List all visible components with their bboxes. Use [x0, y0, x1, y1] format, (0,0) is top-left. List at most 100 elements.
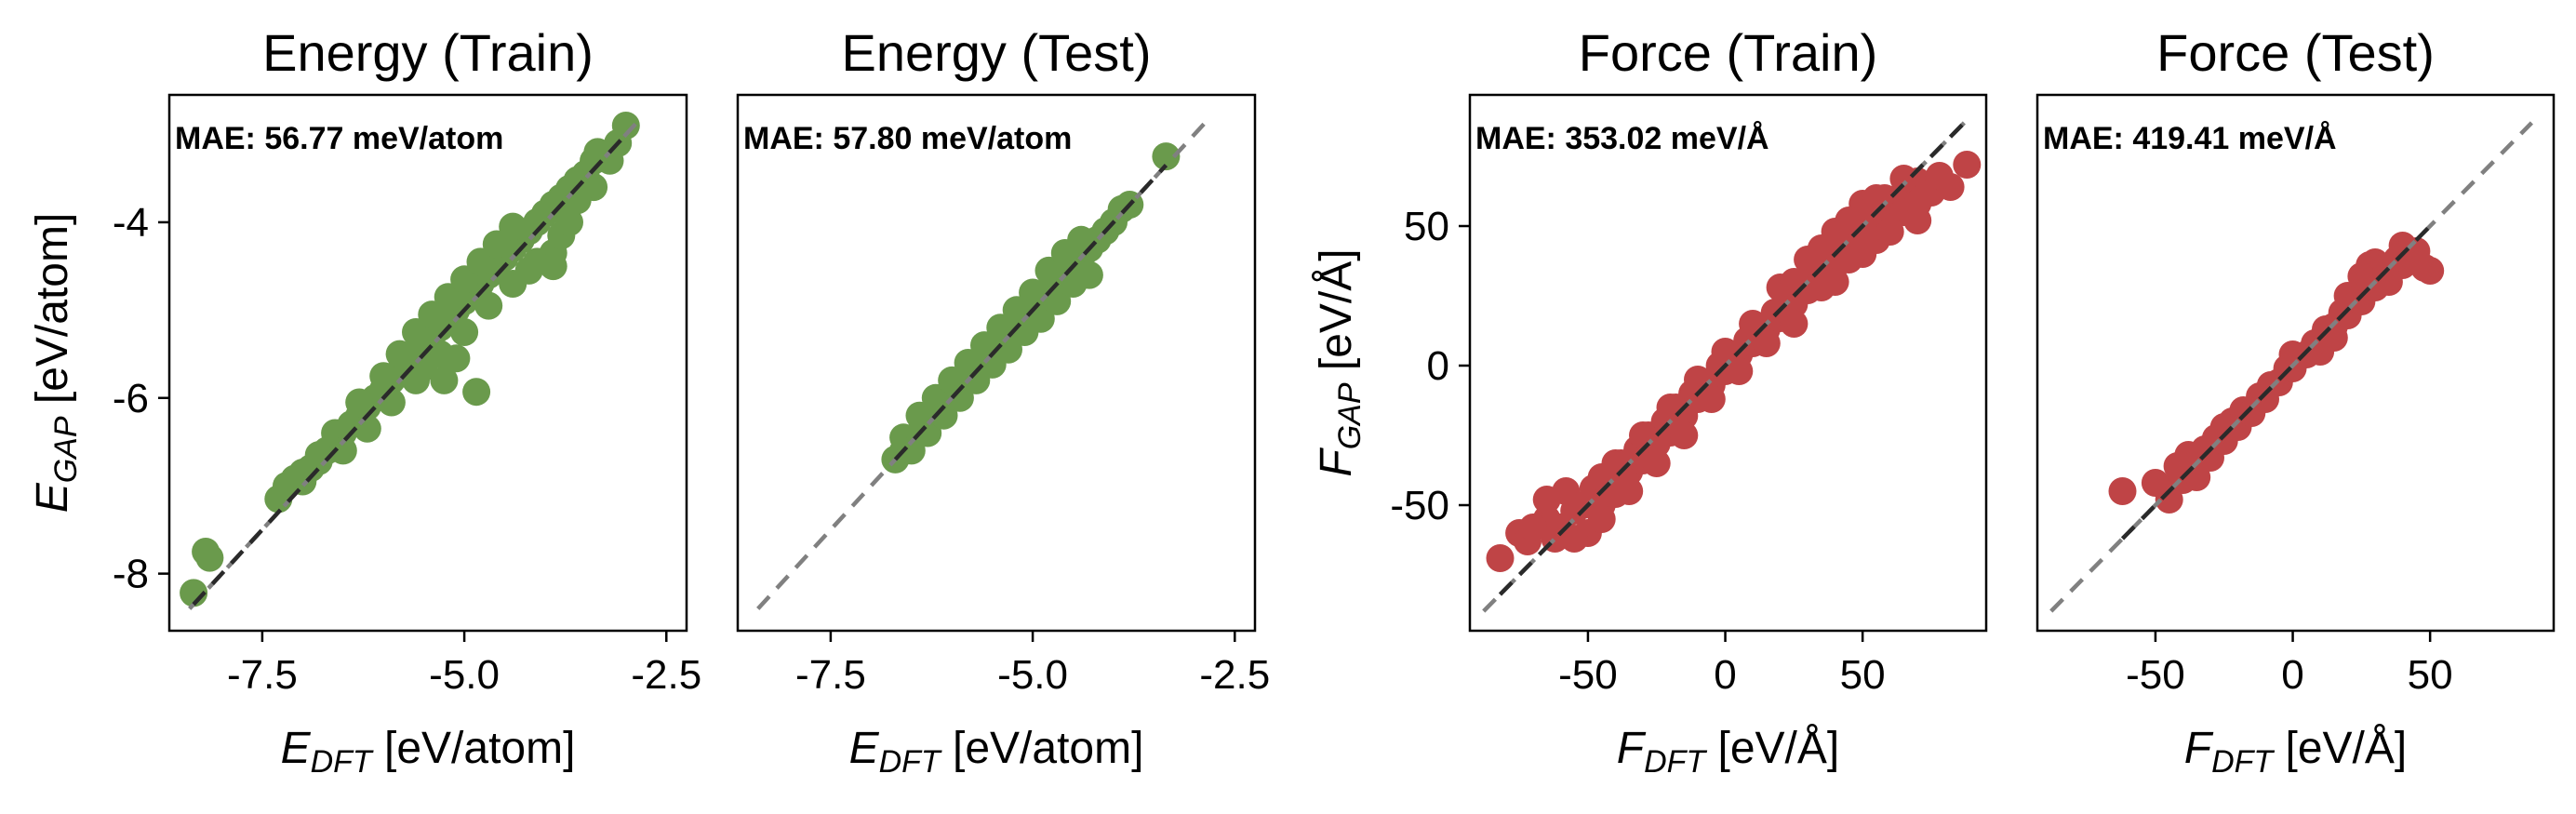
- data-point: [474, 291, 503, 320]
- panel-title: Energy (Train): [262, 23, 594, 82]
- x-tick-label: -7.5: [227, 652, 298, 698]
- data-point: [1936, 173, 1965, 201]
- data-point: [1835, 207, 1863, 234]
- data-point: [1752, 329, 1781, 357]
- data-point: [2278, 340, 2307, 368]
- data-point: [2141, 469, 2169, 497]
- data-point: [385, 340, 414, 368]
- data-point: [1152, 142, 1181, 171]
- data-point: [466, 247, 495, 276]
- y-axis-label: EGAP [eV/atom]: [28, 213, 84, 514]
- mae-annotation: MAE: 353.02 meV/Å: [1475, 121, 1769, 156]
- data-point: [402, 318, 430, 346]
- data-point: [409, 353, 438, 381]
- data-point: [499, 212, 527, 241]
- data-point: [1862, 184, 1890, 212]
- data-point: [945, 383, 974, 412]
- data-point: [353, 414, 381, 443]
- scatter-points: [881, 142, 1181, 474]
- data-point: [450, 318, 479, 346]
- parity-line-overlay: [893, 164, 1168, 461]
- x-axis-label: FDFT [eV/Å]: [1617, 724, 1840, 780]
- data-point: [1780, 310, 1809, 338]
- x-tick-label: -2.5: [631, 652, 701, 698]
- x-tick-label: -2.5: [1199, 652, 1270, 698]
- x-tick-label: -5.0: [997, 652, 1068, 698]
- axes-frame: [1468, 93, 1988, 633]
- y-tick-label: -4: [113, 200, 149, 246]
- data-point: [2347, 262, 2376, 290]
- data-point: [1953, 151, 1982, 179]
- parity-line-overlay: [192, 132, 628, 607]
- y-tick-label: 0: [1427, 343, 1449, 389]
- data-point: [1780, 268, 1809, 296]
- x-axis-label: FDFT [eV/Å]: [2184, 724, 2408, 780]
- axes-frame: [2035, 93, 2556, 633]
- data-point: [539, 252, 567, 281]
- data-point: [994, 335, 1022, 364]
- panel-3: -50 0 50 Force (Test) MAE: 419.41 meV/Å FDFT …: [2035, 23, 2556, 780]
- data-point: [611, 112, 640, 140]
- data-point: [418, 300, 447, 329]
- data-point: [430, 366, 459, 394]
- x-axis-label: EDFT [eV/atom]: [849, 724, 1144, 780]
- panel-title: Force (Test): [2156, 23, 2435, 82]
- data-point: [555, 207, 583, 236]
- data-point: [2209, 413, 2238, 441]
- data-point: [1615, 477, 1644, 505]
- data-point: [1034, 256, 1063, 285]
- data-point: [514, 256, 543, 285]
- data-point: [1903, 207, 1932, 234]
- data-point: [1889, 165, 1918, 193]
- parity-line-overlay: [2120, 224, 2432, 540]
- scatter-points: [180, 112, 640, 607]
- panel-1: -7.5 -5.0 -2.5 Energy (Test) MAE: 57.80 meV/…: [736, 23, 1270, 780]
- x-tick-label: 0: [2281, 652, 2303, 698]
- data-point: [1711, 338, 1740, 366]
- x-tick-label: 0: [1714, 652, 1736, 698]
- data-point: [1670, 421, 1699, 449]
- x-tick-label: -50: [1558, 652, 1618, 698]
- data-point: [1587, 505, 1616, 533]
- data-point: [1875, 218, 1904, 246]
- data-point: [1019, 278, 1048, 307]
- data-point: [929, 401, 958, 430]
- data-point: [2182, 463, 2211, 491]
- data-point: [328, 436, 357, 465]
- axes-frame: [167, 93, 688, 633]
- axes-frame: [736, 93, 1257, 633]
- data-point: [1532, 486, 1561, 514]
- data-point: [1518, 514, 1547, 541]
- data-point: [1849, 240, 1877, 268]
- scatter-points: [2108, 232, 2445, 514]
- y-tick-label: -8: [113, 552, 149, 597]
- data-point: [482, 230, 511, 259]
- panel-title: Force (Train): [1579, 23, 1878, 82]
- x-tick-label: -7.5: [795, 652, 866, 698]
- data-point: [369, 362, 398, 391]
- data-point: [1725, 357, 1754, 385]
- data-point: [288, 467, 317, 496]
- data-point: [2306, 338, 2335, 366]
- scatter-points: [1486, 151, 1982, 572]
- data-point: [195, 543, 224, 572]
- data-point: [180, 579, 208, 607]
- data-point: [1697, 385, 1726, 413]
- x-axis-label: EDFT [eV/atom]: [281, 724, 576, 780]
- data-point: [1807, 234, 1835, 262]
- data-point: [1821, 268, 1849, 296]
- data-point: [345, 388, 374, 417]
- mae-annotation: MAE: 57.80 meV/atom: [743, 121, 1072, 156]
- mae-annotation: MAE: 419.41 meV/Å: [2043, 121, 2337, 156]
- data-point: [1560, 525, 1589, 553]
- data-point: [2108, 477, 2137, 505]
- data-point: [1601, 449, 1630, 477]
- x-tick-label: 50: [2408, 652, 2453, 698]
- mae-annotation: MAE: 56.77 meV/atom: [175, 121, 503, 156]
- data-point: [1486, 544, 1515, 572]
- y-axis-label: FGAP [eV/Å]: [1312, 248, 1368, 476]
- data-point: [1074, 260, 1103, 289]
- data-point: [2388, 232, 2417, 260]
- data-point: [897, 436, 926, 465]
